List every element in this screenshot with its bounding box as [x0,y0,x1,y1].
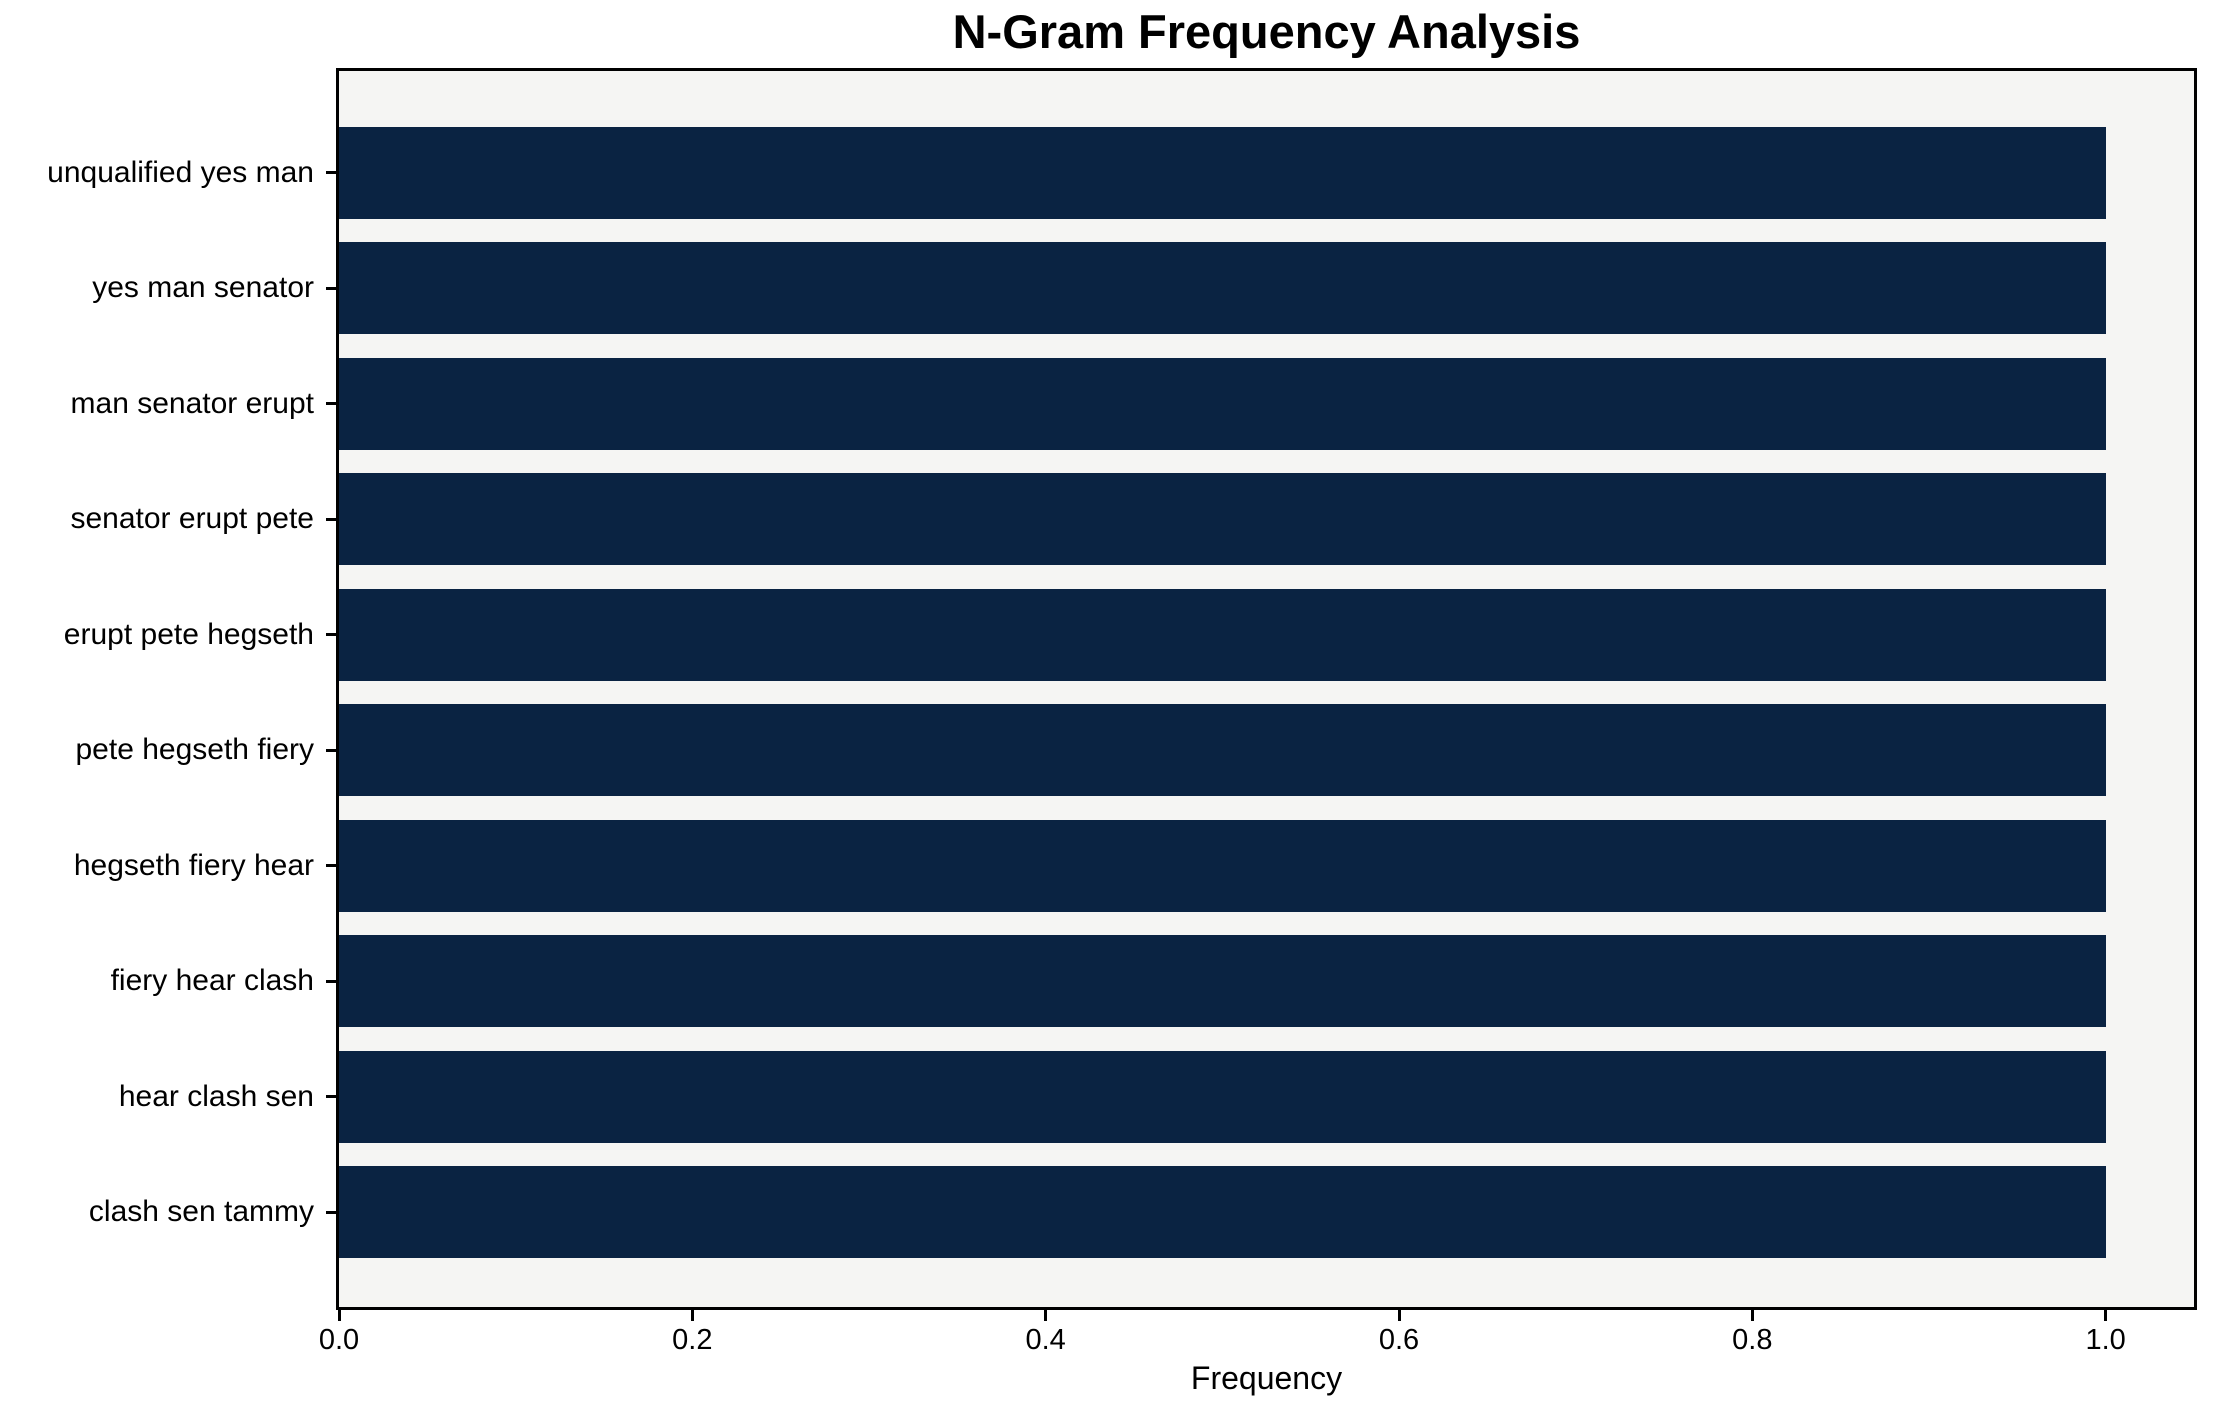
y-tick-label: senator erupt pete [70,502,314,536]
bar [339,704,2106,797]
bar [339,819,2106,912]
x-tick-mark [1750,1310,1754,1321]
x-tick-label: 1.0 [2085,1324,2126,1356]
y-tick-mark [326,517,336,521]
y-tick-mark [326,1095,336,1099]
x-axis-title: Frequency [1190,1360,1343,1396]
y-tick-label: hegseth fiery hear [73,848,314,882]
y-tick-label: clash sen tammy [88,1195,314,1229]
bar-row [339,231,2194,347]
y-tick-label: man senator erupt [70,386,314,420]
y-tick-label: fiery hear clash [110,964,314,998]
y-tick-mark [326,748,336,752]
bar [339,473,2106,566]
x-tick-label: 0.0 [318,1324,360,1356]
bar [339,1166,2106,1259]
y-tick-mark [326,171,336,175]
bar [339,357,2106,450]
bar [339,1050,2106,1143]
y-tick-label: erupt pete hegseth [63,617,314,651]
y-tick-mark [326,979,336,983]
y-tick-mark [326,633,336,637]
y-tick-mark [326,402,336,406]
bar [339,242,2106,335]
bar-row [339,346,2194,462]
bar [339,935,2106,1028]
plot-area [336,68,2197,1310]
bar-row [339,693,2194,809]
chart-title: N-Gram Frequency Analysis [952,5,1581,58]
y-tick-label: unqualified yes man [47,155,314,189]
x-tick-label: 0.8 [1732,1324,1773,1356]
x-tick-label: 0.6 [1378,1324,1420,1356]
bar-row [339,462,2194,578]
x-tick-label: 0.2 [672,1324,713,1356]
y-tick-label: hear clash sen [118,1079,314,1113]
bar [339,126,2106,219]
x-tick-mark [2104,1310,2108,1321]
bar-row [339,1039,2194,1155]
bar [339,588,2106,681]
bar-row [339,115,2194,231]
bars-layer [339,71,2194,1307]
y-tick-mark [326,1210,336,1214]
y-tick-mark [326,286,336,290]
bar-row [339,808,2194,924]
x-tick-mark [337,1310,341,1321]
y-tick-label: yes man senator [92,271,314,305]
x-tick-mark [1397,1310,1401,1321]
y-tick-mark [326,864,336,868]
bar-row [339,1155,2194,1271]
x-tick-mark [1044,1310,1048,1321]
x-tick-mark [690,1310,694,1321]
bar-row [339,924,2194,1040]
x-tick-label: 0.4 [1025,1324,1066,1356]
bar-row [339,577,2194,693]
y-tick-label: pete hegseth fiery [75,733,315,767]
